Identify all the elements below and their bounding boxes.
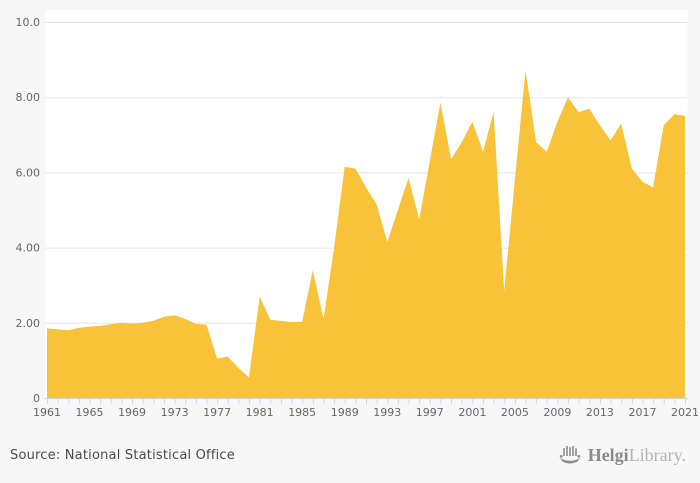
- svg-text:1973: 1973: [161, 406, 189, 419]
- source-label: Source: National Statistical Office: [10, 447, 235, 463]
- svg-text:1997: 1997: [416, 406, 444, 419]
- svg-text:0: 0: [33, 392, 40, 405]
- svg-text:10.0: 10.0: [16, 16, 41, 29]
- svg-text:1985: 1985: [288, 406, 316, 419]
- svg-text:2001: 2001: [458, 406, 486, 419]
- svg-text:1969: 1969: [118, 406, 146, 419]
- chart-footer: Source: National Statistical Office Helg…: [0, 435, 700, 483]
- svg-text:1961: 1961: [33, 406, 61, 419]
- ship-icon: [559, 446, 580, 464]
- svg-text:2009: 2009: [543, 406, 571, 419]
- logo-text-bold: Helgi: [587, 445, 629, 465]
- x-axis-ticks: [47, 399, 686, 404]
- helgi-library-logo: HelgiLibrary.: [558, 445, 686, 465]
- logo-text: HelgiLibrary.: [588, 446, 686, 464]
- svg-text:4.00: 4.00: [16, 242, 41, 255]
- svg-text:1989: 1989: [331, 406, 359, 419]
- svg-text:2013: 2013: [586, 406, 614, 419]
- logo-text-light: Library.: [628, 445, 686, 465]
- svg-text:1977: 1977: [203, 406, 231, 419]
- x-axis-labels: 1961 1965 1969 1973 1977 1981 1985 1989 1993 1997…: [33, 406, 699, 419]
- svg-text:2005: 2005: [501, 406, 529, 419]
- svg-text:2.00: 2.00: [16, 317, 41, 330]
- area-chart: 1961 1965 1969 1973 1977 1981 1985 1989 1993 1997…: [15, 16, 699, 419]
- y-axis-labels: 0 2.00 4.00 6.00 8.00 10.0: [16, 16, 41, 405]
- chart-canvas: 1961 1965 1969 1973 1977 1981 1985 1989 1993 1997…: [15, 16, 699, 419]
- svg-text:1981: 1981: [246, 406, 274, 419]
- svg-text:6.00: 6.00: [16, 166, 41, 179]
- svg-text:8.00: 8.00: [16, 91, 41, 104]
- svg-text:1993: 1993: [373, 406, 401, 419]
- svg-text:1965: 1965: [76, 406, 104, 419]
- area-series: [47, 70, 685, 398]
- svg-text:2017: 2017: [628, 406, 656, 419]
- svg-text:2021: 2021: [671, 406, 699, 419]
